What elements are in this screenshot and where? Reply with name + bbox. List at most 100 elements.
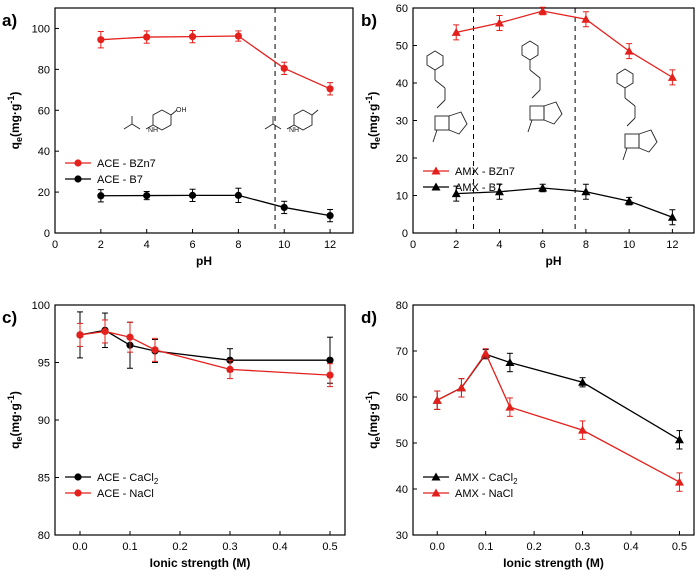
y-tick-label: 70 xyxy=(396,346,408,358)
x-tick-label: 12 xyxy=(666,239,678,251)
y-axis-label: qe(mg·g-1) xyxy=(364,92,382,150)
data-point xyxy=(126,333,134,341)
y-tick-label: 10 xyxy=(396,191,408,203)
data-point xyxy=(97,36,105,44)
y-tick-label: 20 xyxy=(396,153,408,165)
data-point xyxy=(280,64,288,72)
y-tick-label: 85 xyxy=(38,473,50,485)
panel-label: c) xyxy=(2,308,17,327)
y-tick-label: 0 xyxy=(402,228,408,240)
series-line xyxy=(456,10,673,78)
panel-a-chart: a) 0 2 4 6 8 10 12 0 20 40 60 80 100 pH qe(mg·g-1) ACE -… xyxy=(2,7,354,268)
series-line xyxy=(436,351,680,483)
data-point xyxy=(188,191,197,199)
data-point xyxy=(494,187,504,196)
x-tick-label: 0.2 xyxy=(526,541,541,553)
panel-label: b) xyxy=(361,11,377,30)
data-point xyxy=(581,14,591,23)
x-tick-label: 10 xyxy=(623,239,635,251)
legend-marker xyxy=(431,182,441,191)
data-point xyxy=(188,33,197,41)
y-tick-label: 100 xyxy=(32,300,50,312)
legend-label: ACE - B7 xyxy=(97,174,143,186)
data-point xyxy=(143,33,151,41)
data-point xyxy=(624,196,634,205)
data-point xyxy=(97,192,105,200)
legend-marker xyxy=(74,473,82,481)
y-tick-label: 30 xyxy=(396,116,408,128)
plot-frame xyxy=(54,7,354,234)
legend-label: ACE - CaCl2 xyxy=(97,472,159,486)
y-tick-label: 40 xyxy=(396,78,408,90)
legend-marker xyxy=(431,488,441,497)
data-point xyxy=(326,356,334,364)
x-tick-label: 0.2 xyxy=(172,541,187,553)
legend-marker xyxy=(431,472,441,481)
y-tick-label: 80 xyxy=(38,64,50,76)
panel-c-chart: c) 0.0 0.1 0.2 0.3 0.4 0.5 80 85 90 95 100 Ionic str… xyxy=(2,300,346,570)
data-point xyxy=(667,212,677,221)
plot-frame xyxy=(412,7,695,234)
y-tick-label: 40 xyxy=(396,484,408,496)
data-point xyxy=(234,191,242,199)
y-axis-label: qe(mg·g-1) xyxy=(6,391,24,449)
y-tick-label: 60 xyxy=(396,3,408,15)
amx-structure-3 xyxy=(616,68,658,161)
data-point xyxy=(538,6,548,15)
y-tick-label: 95 xyxy=(38,358,50,370)
data-point xyxy=(538,183,548,192)
x-tick-label: 0 xyxy=(52,239,58,251)
legend-marker xyxy=(74,159,82,167)
data-point xyxy=(456,383,466,392)
y-tick-label: 30 xyxy=(396,530,408,542)
x-tick-label: 6 xyxy=(540,239,546,251)
legend-marker xyxy=(74,175,82,183)
ace-neutral-structure xyxy=(123,109,178,131)
data-point xyxy=(432,395,442,404)
x-tick-label: 10 xyxy=(278,239,290,251)
x-axis-label: pH xyxy=(546,254,562,268)
data-point xyxy=(226,365,234,373)
y-axis-label: qe(mg·g-1) xyxy=(364,391,382,449)
y-tick-label: 100 xyxy=(32,23,50,35)
x-tick-label: 0.5 xyxy=(322,541,337,553)
series-line xyxy=(79,330,331,376)
x-tick-label: 2 xyxy=(453,239,459,251)
data-point xyxy=(451,189,461,198)
legend-label: AMX - B7 xyxy=(455,182,502,194)
data-point xyxy=(101,327,109,336)
x-tick-label: 0.1 xyxy=(122,541,137,553)
y-tick-label: 80 xyxy=(38,530,50,542)
legend-label: AMX - NaCl xyxy=(455,488,513,500)
amx-structure-2 xyxy=(521,40,563,133)
panel-label: a) xyxy=(2,11,17,30)
data-point xyxy=(505,402,515,411)
data-point xyxy=(326,85,334,93)
y-tick-label: 20 xyxy=(38,187,50,199)
data-point xyxy=(674,477,684,486)
y-tick-label: 40 xyxy=(38,146,50,158)
molecule-structure-drawings: OH NH NH xyxy=(123,40,658,161)
panel-label: d) xyxy=(361,308,377,327)
x-tick-label: 12 xyxy=(324,239,336,251)
series-line xyxy=(100,35,331,90)
x-tick-label: 4 xyxy=(496,239,502,251)
legend-label: AMX - BZn7 xyxy=(455,166,515,178)
data-point xyxy=(578,425,588,434)
x-tick-label: 0.0 xyxy=(72,541,87,553)
y-tick-label: 60 xyxy=(396,392,408,404)
x-tick-label: 0.3 xyxy=(222,541,237,553)
x-tick-label: 8 xyxy=(583,239,589,251)
x-tick-label: 8 xyxy=(235,239,241,251)
y-tick-label: 50 xyxy=(396,438,408,450)
data-point xyxy=(326,212,334,220)
data-point xyxy=(581,187,591,196)
ace-anion-structure xyxy=(264,109,319,131)
x-tick-label: 0.5 xyxy=(672,541,687,553)
data-point xyxy=(326,371,334,379)
plot-frame xyxy=(54,304,346,536)
y-tick-label: 0 xyxy=(44,228,50,240)
data-point xyxy=(578,377,588,386)
series-line xyxy=(456,187,673,218)
